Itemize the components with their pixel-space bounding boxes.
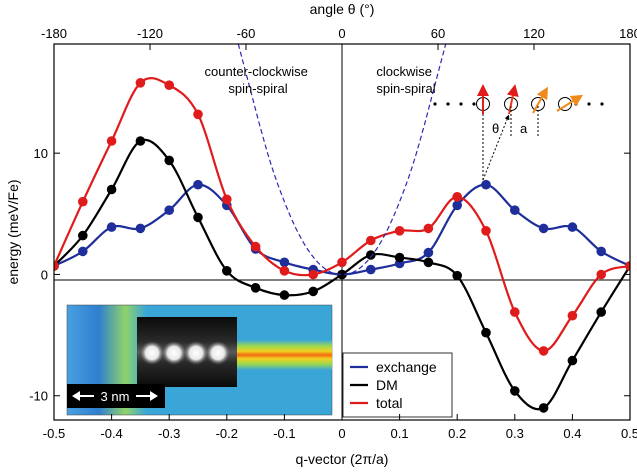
x2-tick-label-2: -60 xyxy=(237,26,256,41)
scale-bar-label: 3 nm xyxy=(101,389,130,404)
y-tick-label-0: -10 xyxy=(29,389,48,404)
data-point-total-15 xyxy=(481,226,491,236)
annotation-clockwise: clockwise spin-spiral xyxy=(376,64,435,96)
x-tick-label-9: 0.4 xyxy=(563,426,581,441)
y-axis-title: energy (meV/Fe) xyxy=(5,179,21,284)
data-point-dm-11 xyxy=(366,250,376,260)
legend-exchange: exchange xyxy=(376,359,437,375)
spin-spiral-diagram: θ a xyxy=(433,84,604,181)
x-tick-label-4: -0.1 xyxy=(273,426,295,441)
data-point-exchange-16 xyxy=(510,205,520,215)
data-point-exchange-3 xyxy=(135,223,146,234)
data-point-dm-14 xyxy=(452,270,463,281)
data-point-exchange-1 xyxy=(78,246,88,257)
x-tick-label-0: -0.5 xyxy=(43,426,65,441)
data-point-dm-7 xyxy=(250,283,261,293)
x-tick-label-5: 0 xyxy=(338,426,345,441)
data-point-total-11 xyxy=(366,235,376,246)
data-point-dm-16 xyxy=(510,386,520,396)
data-point-total-8 xyxy=(279,266,290,276)
data-point-dm-8 xyxy=(279,290,290,300)
theta-label: θ xyxy=(492,121,499,136)
data-point-total-20 xyxy=(625,261,630,271)
data-point-exchange-19 xyxy=(596,246,606,257)
x-tick-label-8: 0.3 xyxy=(506,426,524,441)
y-tick-label-2: 10 xyxy=(34,146,48,161)
data-point-dm-17 xyxy=(538,403,549,413)
data-point-exchange-14 xyxy=(452,200,463,211)
data-point-total-7 xyxy=(250,241,261,252)
data-point-dm-19 xyxy=(596,307,606,317)
legend: exchange DM total xyxy=(342,352,453,418)
x2-tick-label-3: 0 xyxy=(338,26,345,41)
data-point-exchange-18 xyxy=(567,222,578,232)
x2-tick-label-0: -180 xyxy=(41,26,67,41)
data-point-total-1 xyxy=(78,196,88,207)
y-tick-label-1: 0 xyxy=(41,267,48,282)
data-point-total-17 xyxy=(538,346,549,356)
x-tick-label-3: -0.2 xyxy=(216,426,238,441)
annotation-cw-line1: clockwise xyxy=(376,64,432,79)
x-axis-title: q-vector (2π/a) xyxy=(296,451,389,467)
data-point-dm-13 xyxy=(423,257,434,268)
data-point-total-19 xyxy=(596,269,606,280)
data-point-exchange-13 xyxy=(423,247,434,258)
data-point-dm-10 xyxy=(337,269,347,280)
annotation-counter-clockwise: counter-clockwise spin-spiral xyxy=(205,64,312,96)
series-line-dashed-guide xyxy=(237,44,447,276)
data-point-dm-18 xyxy=(567,355,578,366)
x2-tick-label-6: 180 xyxy=(619,26,637,41)
x2-tick-label-5: 120 xyxy=(523,26,545,41)
data-point-total-13 xyxy=(423,223,434,234)
x-tick-label-10: 0.5 xyxy=(621,426,637,441)
data-point-total-10 xyxy=(337,257,347,268)
data-point-dm-12 xyxy=(394,252,405,263)
x2-tick-label-1: -120 xyxy=(137,26,163,41)
data-point-exchange-4 xyxy=(164,205,174,215)
data-point-total-4 xyxy=(164,80,174,90)
x-tick-label-2: -0.3 xyxy=(158,426,180,441)
data-point-exchange-8 xyxy=(279,257,290,268)
x2-tick-label-4: 60 xyxy=(431,26,445,41)
data-point-exchange-5 xyxy=(193,179,203,190)
data-point-total-9 xyxy=(308,269,319,280)
annotation-cw-line2: spin-spiral xyxy=(376,81,435,96)
data-point-total-12 xyxy=(394,226,405,236)
data-point-total-3 xyxy=(135,78,146,88)
data-point-dm-1 xyxy=(78,230,88,241)
series-layer xyxy=(54,44,630,413)
scale-bar: 3 nm xyxy=(72,389,158,404)
annotation-ccw-line2: spin-spiral xyxy=(228,81,287,96)
lattice-constant-label: a xyxy=(520,121,528,136)
top-axis-title: angle θ (°) xyxy=(310,1,375,17)
data-point-dm-5 xyxy=(193,212,203,223)
data-point-total-5 xyxy=(193,109,203,120)
data-point-dm-15 xyxy=(481,327,491,338)
ticks-layer: -0.5 -0.4 -0.3 -0.2 -0.1 0 0.1 0.2 0.3 0.4 0.5 -180… xyxy=(29,26,637,441)
data-point-exchange-15 xyxy=(481,179,491,190)
data-point-exchange-2 xyxy=(106,222,117,232)
data-point-dm-9 xyxy=(308,286,319,297)
data-point-exchange-11 xyxy=(366,264,376,275)
annotation-ccw-line1: counter-clockwise xyxy=(205,64,308,79)
x-tick-label-1: -0.4 xyxy=(100,426,122,441)
legend-dm: DM xyxy=(376,377,398,393)
stm-inset: 3 nm xyxy=(66,304,333,416)
data-point-dm-3 xyxy=(135,136,146,146)
data-point-total-6 xyxy=(222,194,232,205)
x-tick-label-6: 0.1 xyxy=(391,426,409,441)
data-point-total-2 xyxy=(106,136,117,146)
legend-total: total xyxy=(376,395,402,411)
data-point-total-0 xyxy=(54,261,59,271)
data-point-exchange-17 xyxy=(538,223,549,234)
data-point-dm-4 xyxy=(164,155,174,166)
x-tick-label-7: 0.2 xyxy=(448,426,466,441)
data-point-dm-6 xyxy=(222,266,232,276)
data-point-dm-2 xyxy=(106,184,117,195)
data-point-total-14 xyxy=(452,192,463,202)
data-point-total-18 xyxy=(567,310,578,321)
data-point-total-16 xyxy=(510,307,520,317)
